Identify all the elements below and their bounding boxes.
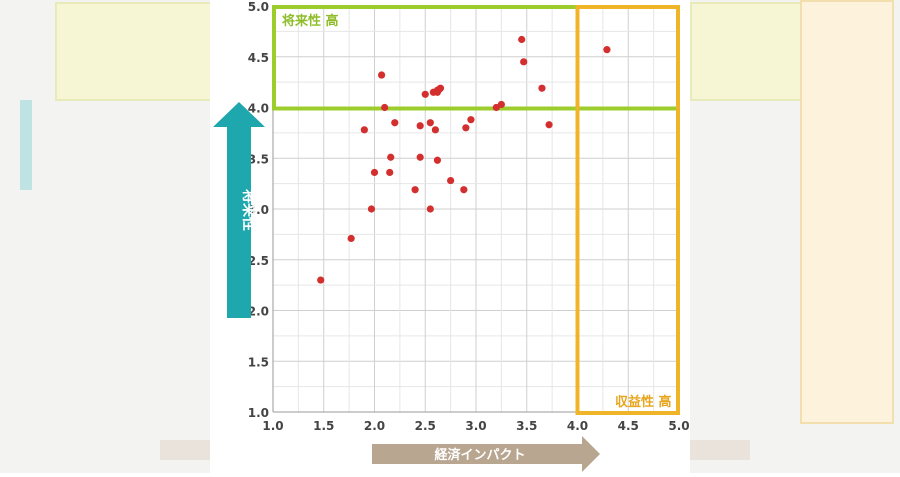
x-axis-label: 経済インパクト	[434, 447, 525, 463]
x-tick-label: 1.5	[313, 419, 334, 433]
left-blurred-strip	[0, 0, 214, 473]
data-point	[603, 46, 611, 54]
x-tick-label: 3.0	[465, 419, 486, 433]
chart-panel: 1.0 1.5 2.0 2.5 3.0 3.5 4.0 4.5 5.0 1.0 1.5 2.0 2.5 3…	[210, 0, 690, 473]
data-point	[347, 234, 355, 243]
y-tick-label: 4.5	[248, 51, 269, 65]
data-point	[381, 103, 389, 112]
data-point	[497, 100, 505, 109]
data-point	[391, 119, 399, 127]
ghost-highlight-box	[690, 2, 814, 101]
ghost-highlight-box	[55, 2, 214, 101]
y-tick-label: 1.0	[248, 406, 269, 420]
x-tick-label: 3.5	[516, 419, 537, 433]
scatter-chart: 1.0 1.5 2.0 2.5 3.0 3.5 4.0 4.5 5.0 1.0 1.5 2.0 2.5 3…	[213, 0, 690, 472]
data-point	[545, 121, 553, 129]
x-tick-label: 5.0	[668, 419, 689, 433]
x-tick-label: 2.0	[364, 419, 385, 433]
data-point	[416, 153, 424, 161]
ghost-highlight-box	[800, 0, 894, 424]
data-point	[462, 124, 470, 132]
data-point	[426, 119, 434, 127]
x-tick-label: 4.5	[618, 419, 639, 433]
data-point	[467, 116, 475, 124]
data-point	[387, 153, 395, 161]
x-axis-arrow: 経済インパクト	[372, 436, 600, 472]
data-point	[460, 186, 468, 194]
y-tick-label: 3.5	[248, 152, 269, 166]
data-point	[378, 71, 386, 79]
y-tick-label: 2.5	[248, 254, 269, 268]
data-point	[520, 58, 528, 66]
zones	[272, 5, 680, 415]
y-tick-label: 5.0	[248, 0, 269, 14]
data-point	[447, 176, 455, 185]
y-axis-arrow: 将来性	[213, 102, 265, 318]
y-tick-label: 2.0	[248, 305, 269, 319]
data-point	[360, 126, 368, 134]
future-high-label: 将来性 高	[282, 13, 339, 29]
ghost-arrow	[20, 100, 32, 190]
x-tick-label: 1.0	[262, 419, 283, 433]
points	[317, 35, 611, 284]
ghost-bar	[160, 440, 210, 460]
data-point	[431, 126, 439, 134]
data-point	[518, 35, 526, 44]
x-tick-label: 2.5	[415, 419, 436, 433]
ghost-bar	[690, 440, 750, 460]
y-tick-label: 4.0	[248, 102, 269, 116]
grid	[272, 5, 680, 413]
data-point	[421, 90, 429, 98]
data-point	[367, 205, 376, 213]
x-tick-label: 4.0	[567, 419, 588, 433]
right-blurred-strip	[690, 0, 900, 473]
data-point	[386, 168, 394, 177]
data-point	[433, 156, 442, 164]
y-tick-label: 1.5	[248, 355, 269, 369]
y-tick-label: 3.0	[248, 203, 269, 217]
data-point	[317, 276, 325, 284]
data-point	[538, 84, 546, 92]
data-point	[370, 168, 379, 177]
data-point	[416, 122, 424, 130]
axis-ticks: 1.0 1.5 2.0 2.5 3.0 3.5 4.0 4.5 5.0 1.0 1.5 2.0 2.5 3…	[248, 0, 690, 433]
data-point	[426, 205, 434, 213]
data-point	[433, 87, 442, 95]
revenue-high-zone	[575, 5, 680, 415]
revenue-high-label: 収益性 高	[615, 394, 672, 410]
data-point	[411, 186, 419, 194]
y-axis-label: 将来性	[240, 189, 257, 231]
